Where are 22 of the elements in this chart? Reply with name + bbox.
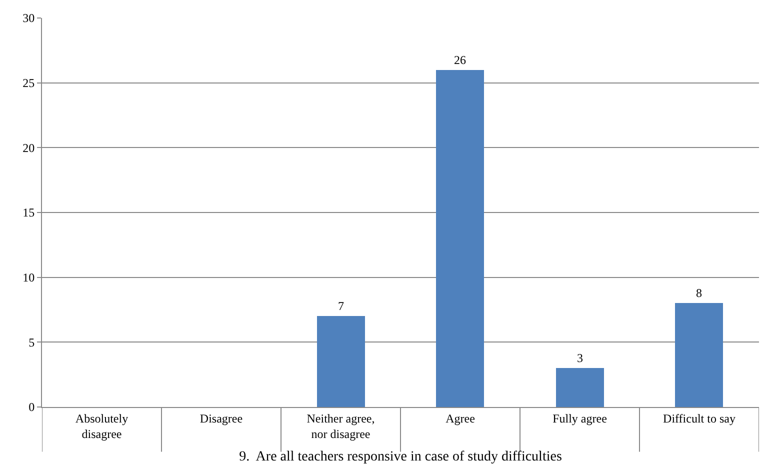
y-tick-label: 5 [28,335,35,350]
x-tick-label: Fully agree [552,411,607,426]
bar [675,303,723,407]
data-label: 7 [338,299,344,313]
x-tick-label: Disagree [200,411,243,426]
x-tick-label: Absolutely disagree [75,411,128,441]
x-tick-label: Agree [446,411,475,426]
data-label: 3 [577,351,583,365]
bar [556,368,604,407]
y-tick-label: 0 [28,400,35,414]
data-label: 26 [454,53,466,67]
x-tick-label: Neither agree, nor disagree [306,411,375,441]
bar [436,70,484,407]
y-tick-label: 20 [22,140,35,155]
data-label: 8 [696,286,702,300]
x-axis-title: 9. Are all teachers responsive in case of study difficulties [239,449,562,464]
y-tick-label: 30 [22,11,35,26]
y-tick-label: 10 [22,270,35,285]
y-tick-label: 15 [22,206,35,220]
bar [317,316,365,407]
x-tick-label: Difficult to say [663,411,736,426]
y-tick-label: 25 [22,76,35,90]
